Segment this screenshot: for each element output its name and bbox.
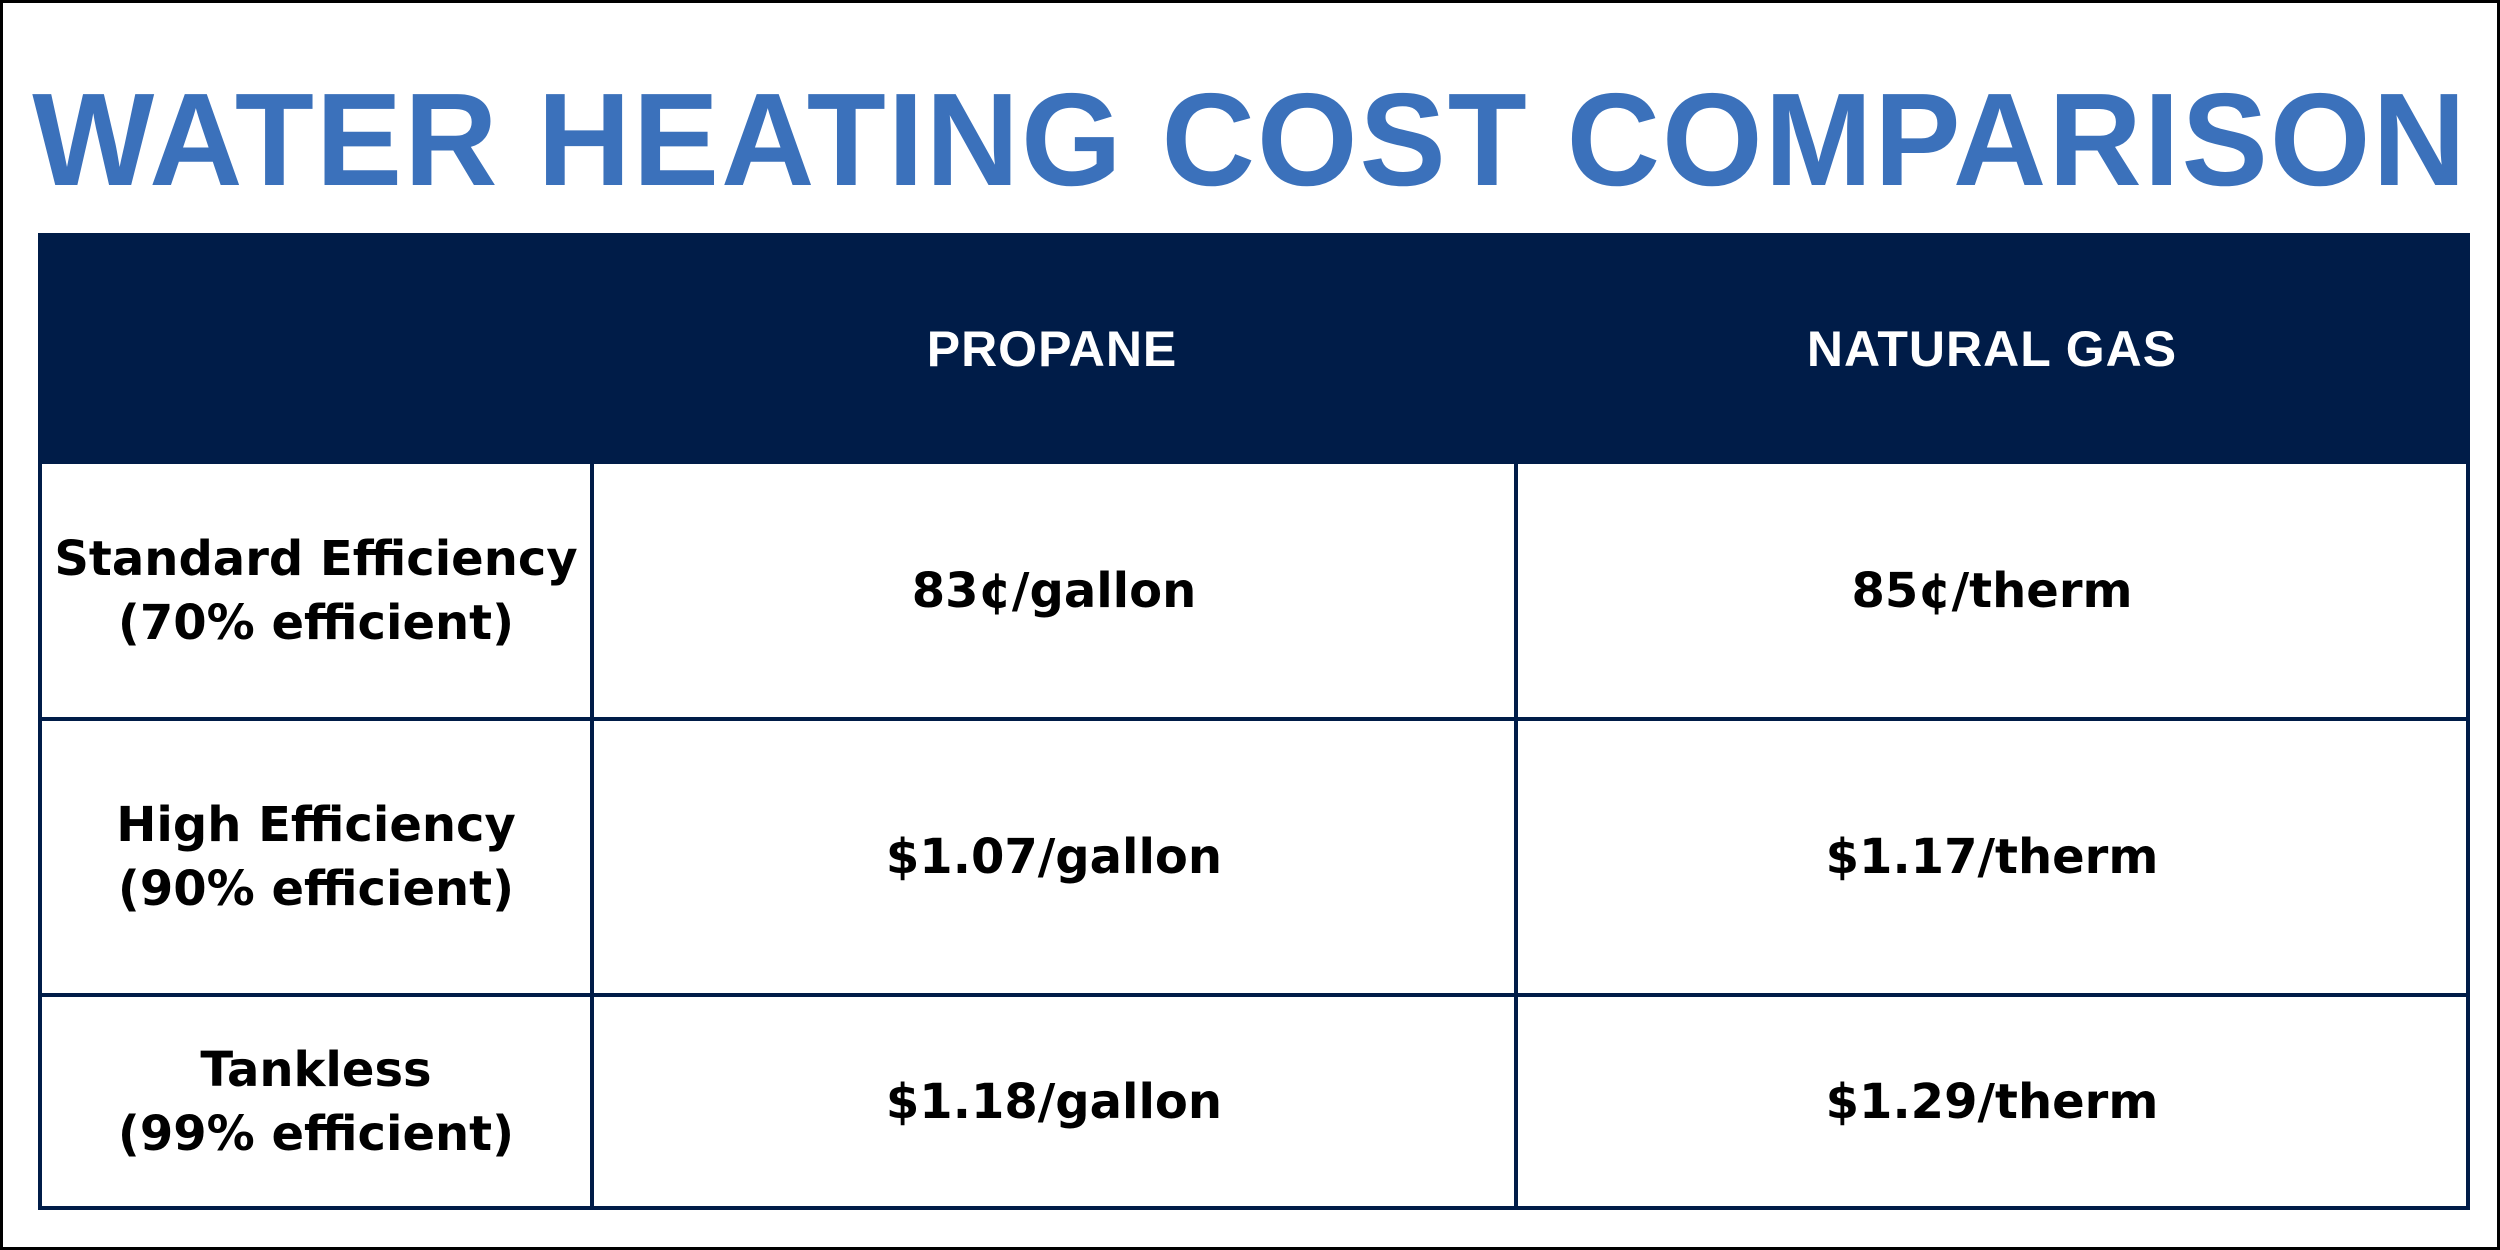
table-body: Standard Efficiency (70% efficient) 83¢/…: [38, 464, 2470, 1210]
row-label: Standard Efficiency (70% efficient): [42, 464, 590, 717]
propane-cost: 83¢/gallon: [590, 464, 1514, 717]
row-label-efficiency: (70% efficient): [117, 594, 515, 651]
propane-cost: $1.18/gallon: [590, 997, 1514, 1206]
row-label-efficiency: (90% efficient): [117, 861, 515, 917]
row-label-efficiency: (99% efficient): [117, 1105, 515, 1162]
header-natural-gas: NATURAL GAS: [1806, 320, 2178, 377]
natural-gas-cost: $1.17/therm: [1514, 721, 2466, 993]
row-label: Tankless (99% efficient): [42, 997, 590, 1206]
table-row: Standard Efficiency (70% efficient) 83¢/…: [42, 464, 2466, 721]
propane-cost: $1.07/gallon: [590, 721, 1514, 993]
table-row: High Efficiency (90% efficient) $1.07/ga…: [42, 721, 2466, 997]
row-label-type: High Efficiency: [116, 797, 516, 853]
page-title: WATER HEATING COST COMPARISON: [32, 66, 2468, 213]
header-empty: [38, 233, 590, 464]
header-propane: PROPANE: [926, 320, 1178, 377]
natural-gas-cost: $1.29/therm: [1514, 997, 2466, 1206]
natural-gas-cost: 85¢/therm: [1514, 464, 2466, 717]
table-row: Tankless (99% efficient) $1.18/gallon $1…: [42, 997, 2466, 1206]
row-label-type: Tankless: [200, 1041, 432, 1098]
cost-comparison-table: PROPANE NATURAL GAS Standard Efficiency …: [38, 233, 2470, 1210]
row-label: High Efficiency (90% efficient): [42, 721, 590, 993]
row-label-type: Standard Efficiency: [54, 530, 578, 587]
table-header: PROPANE NATURAL GAS: [38, 233, 2470, 464]
